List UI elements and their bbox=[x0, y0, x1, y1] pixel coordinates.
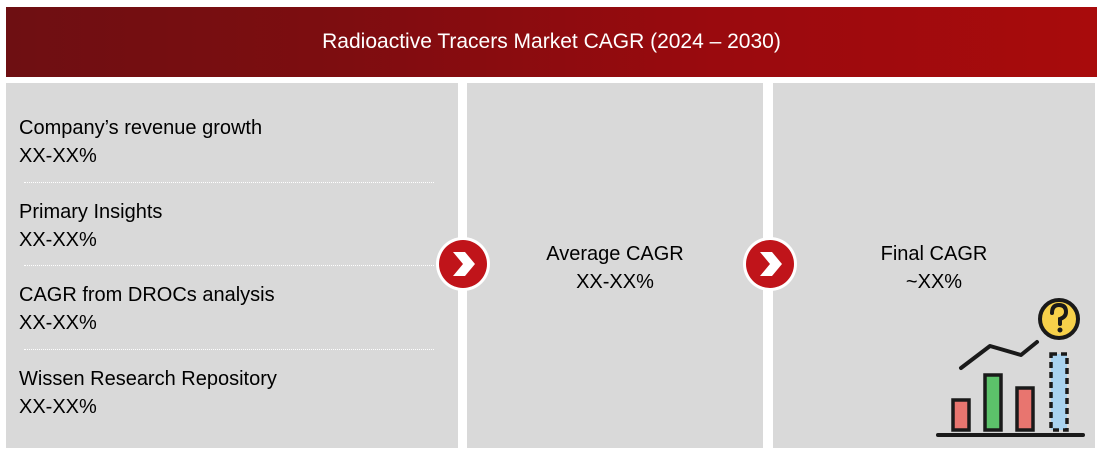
average-cagr: Average CAGR XX-XX% bbox=[467, 240, 763, 296]
source-item-primary-insights: Primary Insights XX-XX% bbox=[19, 198, 439, 254]
final-value: ~XX% bbox=[905, 271, 963, 293]
divider bbox=[24, 349, 434, 350]
divider bbox=[24, 265, 434, 266]
source-label: Primary Insights bbox=[19, 201, 163, 223]
divider bbox=[24, 182, 434, 183]
source-value: XX-XX% bbox=[19, 145, 97, 167]
final-cagr: Final CAGR ~XX% bbox=[773, 240, 1095, 296]
source-item-research-repository: Wissen Research Repository XX-XX% bbox=[19, 365, 439, 421]
chevron-right-icon bbox=[742, 236, 798, 292]
source-item-revenue-growth: Company’s revenue growth XX-XX% bbox=[19, 114, 439, 170]
growth-chart-question-icon bbox=[935, 295, 1085, 445]
source-value: XX-XX% bbox=[19, 229, 97, 251]
source-value: XX-XX% bbox=[19, 312, 97, 334]
source-label: Wissen Research Repository bbox=[19, 368, 277, 390]
title-banner: Radioactive Tracers Market CAGR (2024 – … bbox=[6, 7, 1097, 77]
final-label: Final CAGR bbox=[880, 243, 988, 265]
chevron-right-icon bbox=[435, 236, 491, 292]
average-value: XX-XX% bbox=[576, 271, 654, 293]
source-item-drocs-analysis: CAGR from DROCs analysis XX-XX% bbox=[19, 281, 439, 337]
sources-panel: Company’s revenue growth XX-XX% Primary … bbox=[6, 83, 458, 448]
source-label: Company’s revenue growth bbox=[19, 117, 263, 139]
page-title: Radioactive Tracers Market CAGR (2024 – … bbox=[322, 30, 781, 53]
source-value: XX-XX% bbox=[19, 396, 97, 418]
final-panel: Final CAGR ~XX% bbox=[773, 83, 1095, 448]
average-panel: Average CAGR XX-XX% bbox=[467, 83, 763, 448]
source-label: CAGR from DROCs analysis bbox=[19, 284, 275, 306]
average-label: Average CAGR bbox=[546, 243, 684, 265]
